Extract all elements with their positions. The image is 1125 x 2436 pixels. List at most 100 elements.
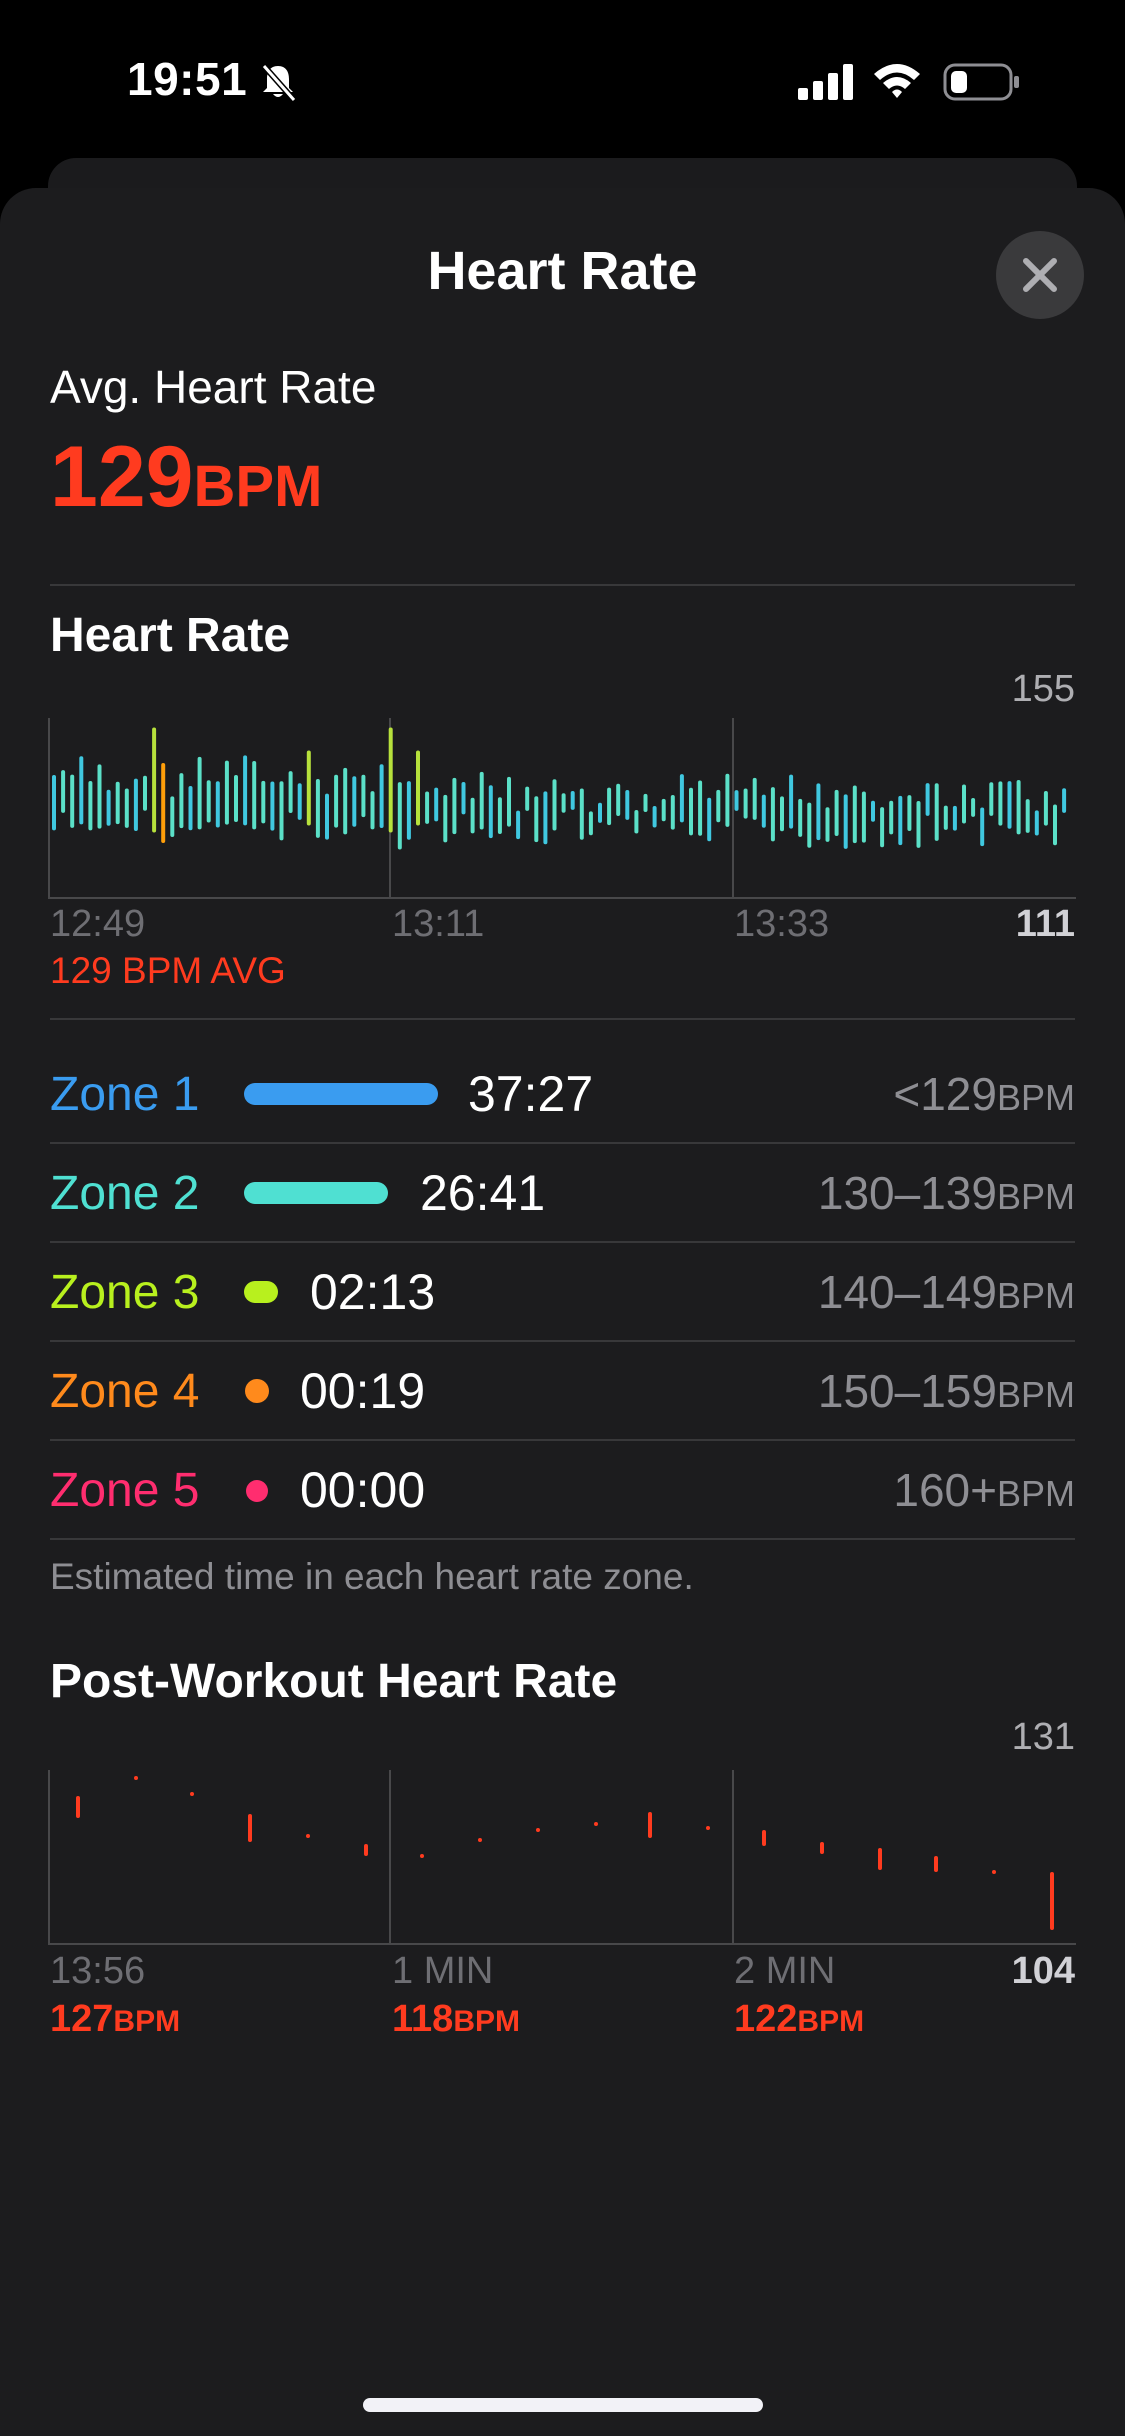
heart-rate-bar [925, 783, 930, 816]
heart-rate-bar [388, 727, 393, 833]
heart-rate-bar [297, 783, 302, 820]
zone-range: <129BPM [893, 1067, 1075, 1121]
heart-rate-bar [643, 793, 648, 812]
heart-rate-bar [443, 794, 448, 843]
post-workout-mark [306, 1834, 310, 1838]
zone-row-4[interactable]: Zone 4 00:19 150–159BPM [50, 1344, 1075, 1442]
zone-bar [244, 1182, 388, 1204]
heart-rate-bar [243, 755, 248, 826]
zone-name: Zone 2 [50, 1167, 200, 1220]
post-workout-mark [648, 1812, 652, 1838]
zone-range: 140–149BPM [818, 1265, 1075, 1319]
heart-rate-bar [315, 778, 320, 838]
zone-name: Zone 4 [50, 1365, 200, 1418]
heart-rate-bar [943, 805, 948, 830]
heart-rate-bar [698, 780, 703, 836]
zone-range-value: 160+ [893, 1464, 997, 1516]
heart-rate-bar [288, 771, 293, 814]
zone-dot [245, 1379, 269, 1403]
heart-rate-bar [179, 773, 184, 829]
heart-rate-bar [206, 780, 211, 823]
status-bar: 19:51 [0, 0, 1125, 150]
heart-rate-bar [616, 783, 621, 817]
zone-time: 26:41 [420, 1165, 546, 1221]
heart-rate-bar [916, 801, 921, 848]
heart-rate-bar [215, 781, 220, 828]
post-value: 118BPM [392, 1998, 520, 2041]
post-workout-mark [134, 1776, 138, 1780]
post-workout-title: Post-Workout Heart Rate [50, 1655, 618, 1708]
heart-rate-bar [497, 797, 502, 835]
heart-rate-bar [325, 793, 329, 840]
avg-heart-rate-unit: BPM [193, 454, 323, 519]
close-button[interactable] [996, 231, 1084, 319]
chart-avg-label: 129 BPM AVG [50, 950, 286, 991]
heart-rate-bar [461, 782, 466, 815]
heart-rate-bar [1062, 788, 1067, 813]
heart-rate-bar [634, 809, 639, 834]
heart-rate-bar [707, 797, 712, 842]
zone-name: Zone 5 [50, 1464, 200, 1517]
post-workout-chart[interactable] [48, 1770, 1078, 1946]
heart-rate-bar [488, 785, 493, 839]
heart-rate-bar [898, 795, 903, 846]
zone-row-3[interactable]: Zone 3 02:13 140–149BPM [50, 1245, 1075, 1343]
post-workout-mark [992, 1870, 996, 1874]
heart-rate-bar [980, 807, 985, 847]
avg-heart-rate-value: 129BPM [50, 428, 322, 527]
heart-rate-bar [334, 774, 339, 828]
heart-rate-bar [570, 791, 575, 810]
status-time: 19:51 [127, 53, 248, 105]
heart-rate-bar [725, 773, 730, 827]
heart-rate-bar [789, 774, 794, 829]
heart-rate-bar [1043, 790, 1048, 826]
heart-rate-bar [625, 789, 630, 820]
zone-bar [244, 1281, 278, 1303]
heart-rate-bar [79, 756, 84, 825]
zone-row-5[interactable]: Zone 5 00:00 160+BPM [50, 1443, 1075, 1541]
heart-rate-bar [552, 779, 557, 831]
heart-rate-bar [252, 760, 257, 830]
heart-rate-bar [133, 778, 138, 832]
heart-rate-bar [588, 811, 593, 836]
zone-row-2[interactable]: Zone 2 26:41 130–139BPM [50, 1146, 1075, 1244]
heart-rate-bar [734, 790, 739, 811]
heart-rate-bar [161, 763, 166, 843]
heart-rate-bar [880, 807, 885, 848]
heart-rate-bar [843, 794, 848, 849]
heart-rate-bar [352, 776, 357, 827]
heart-rate-bar [989, 782, 994, 816]
post-workout-mark [478, 1838, 482, 1842]
post-workout-mark [594, 1822, 598, 1826]
zone-range-value: 150–159 [817, 1365, 997, 1417]
heart-rate-bar [343, 767, 348, 835]
heart-rate-bar [962, 784, 966, 824]
heart-rate-bar [834, 789, 839, 836]
sheet-title: Heart Rate [427, 241, 698, 301]
heart-rate-bar [516, 810, 521, 840]
heart-rate-bar [534, 796, 539, 843]
heart-rate-bar [1034, 810, 1039, 836]
heart-rate-bar [197, 756, 202, 830]
zone-name: Zone 3 [50, 1266, 200, 1319]
heart-rate-bar [825, 807, 830, 842]
heart-rate-chart-title: Heart Rate [50, 609, 291, 662]
heart-rate-bar [52, 774, 56, 831]
heart-rate-bar [743, 788, 748, 819]
heart-rate-bar [998, 781, 1003, 826]
heart-rate-bar [188, 786, 193, 831]
divider [50, 1340, 1075, 1342]
zone-row-1[interactable]: Zone 1 37:27 <129BPM [50, 1047, 1075, 1145]
post-value-unit: BPM [453, 2005, 520, 2038]
heart-rate-bar [97, 764, 102, 829]
wifi-icon [874, 64, 920, 98]
heart-rate-bar [416, 750, 420, 826]
home-indicator[interactable] [363, 2398, 763, 2412]
heart-rate-bar [525, 786, 530, 811]
zone-bar [244, 1083, 438, 1105]
heart-rate-bar [279, 781, 284, 841]
heart-rate-bar [1053, 804, 1057, 846]
zone-range: 150–159BPM [818, 1364, 1075, 1418]
heart-rate-chart[interactable] [48, 718, 1078, 902]
chart-y-min-label: 111 [1015, 903, 1075, 945]
